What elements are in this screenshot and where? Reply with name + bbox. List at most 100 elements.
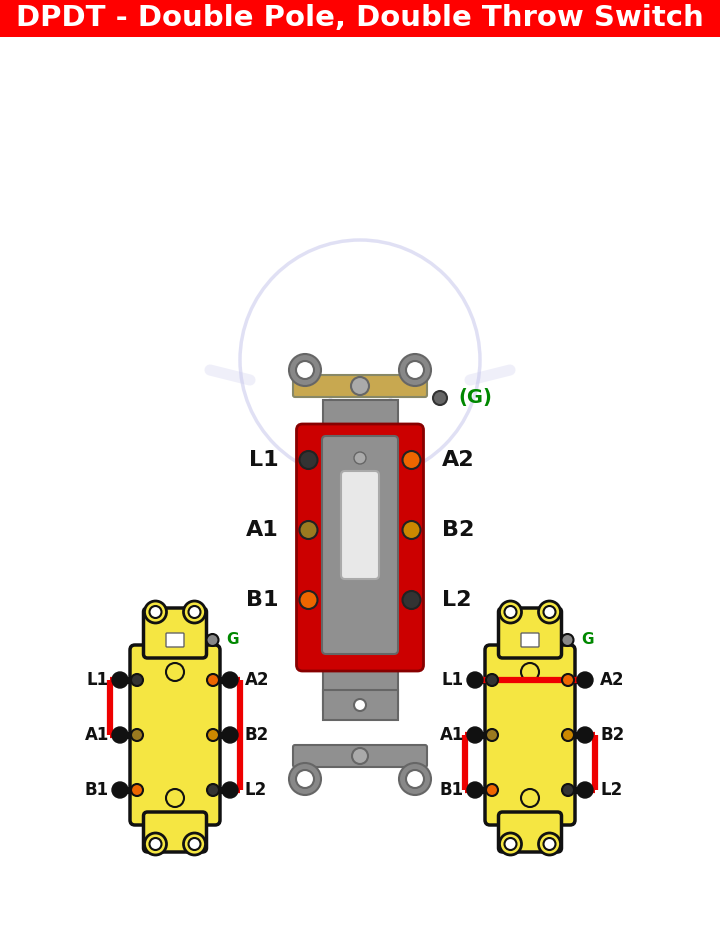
Circle shape	[131, 729, 143, 741]
Circle shape	[222, 672, 238, 688]
Text: A2: A2	[441, 450, 474, 470]
Circle shape	[562, 634, 574, 646]
Circle shape	[521, 663, 539, 681]
FancyBboxPatch shape	[485, 645, 575, 825]
FancyBboxPatch shape	[143, 608, 207, 658]
Circle shape	[150, 838, 161, 850]
FancyBboxPatch shape	[323, 400, 397, 710]
FancyBboxPatch shape	[498, 608, 562, 658]
Text: B1: B1	[85, 781, 109, 799]
Text: B2: B2	[600, 726, 624, 744]
Circle shape	[289, 763, 321, 795]
Circle shape	[486, 674, 498, 686]
Circle shape	[184, 833, 205, 855]
FancyBboxPatch shape	[166, 633, 184, 647]
Circle shape	[467, 782, 483, 798]
Circle shape	[544, 838, 556, 850]
Text: A1: A1	[85, 726, 109, 744]
Circle shape	[399, 354, 431, 386]
Text: DPDT - Double Pole, Double Throw Switch: DPDT - Double Pole, Double Throw Switch	[16, 5, 704, 33]
Circle shape	[402, 591, 420, 609]
Text: L2: L2	[600, 781, 622, 799]
Circle shape	[539, 833, 560, 855]
Text: (G): (G)	[458, 389, 492, 407]
Circle shape	[577, 672, 593, 688]
Text: L2: L2	[245, 781, 267, 799]
Text: A1: A1	[246, 520, 279, 540]
Circle shape	[222, 727, 238, 743]
Text: A1: A1	[440, 726, 464, 744]
Circle shape	[189, 606, 200, 618]
Text: G: G	[227, 632, 239, 647]
Circle shape	[539, 601, 560, 623]
Circle shape	[406, 361, 424, 379]
Circle shape	[354, 699, 366, 711]
Circle shape	[354, 452, 366, 464]
Circle shape	[296, 770, 314, 788]
Circle shape	[486, 729, 498, 741]
Circle shape	[150, 606, 161, 618]
Circle shape	[577, 727, 593, 743]
Circle shape	[505, 838, 516, 850]
Circle shape	[300, 591, 318, 609]
Text: A2: A2	[600, 671, 624, 689]
Circle shape	[145, 601, 166, 623]
Circle shape	[433, 391, 447, 405]
Circle shape	[166, 789, 184, 807]
Circle shape	[112, 782, 128, 798]
Circle shape	[207, 784, 219, 796]
FancyBboxPatch shape	[521, 633, 539, 647]
FancyBboxPatch shape	[498, 812, 562, 852]
Circle shape	[562, 729, 574, 741]
Circle shape	[562, 784, 574, 796]
Circle shape	[562, 674, 574, 686]
FancyBboxPatch shape	[293, 375, 427, 397]
FancyBboxPatch shape	[322, 436, 398, 654]
Circle shape	[505, 606, 516, 618]
Text: G: G	[582, 632, 594, 647]
FancyBboxPatch shape	[130, 645, 220, 825]
Text: L1: L1	[442, 671, 464, 689]
Text: B1: B1	[246, 590, 279, 610]
Circle shape	[467, 727, 483, 743]
Circle shape	[184, 601, 205, 623]
FancyBboxPatch shape	[323, 690, 397, 720]
FancyBboxPatch shape	[341, 471, 379, 579]
FancyBboxPatch shape	[143, 812, 207, 852]
FancyBboxPatch shape	[297, 424, 423, 671]
Circle shape	[207, 729, 219, 741]
Circle shape	[500, 601, 521, 623]
Circle shape	[300, 521, 318, 539]
Circle shape	[189, 838, 200, 850]
Text: B2: B2	[441, 520, 474, 540]
Circle shape	[577, 782, 593, 798]
Circle shape	[402, 451, 420, 469]
Circle shape	[521, 789, 539, 807]
Circle shape	[544, 606, 556, 618]
Circle shape	[145, 833, 166, 855]
Circle shape	[289, 354, 321, 386]
Circle shape	[486, 784, 498, 796]
Circle shape	[207, 634, 218, 646]
Text: A2: A2	[245, 671, 269, 689]
Circle shape	[352, 748, 368, 764]
Bar	[0, 0, 720, 37]
Text: L1: L1	[249, 450, 279, 470]
Circle shape	[300, 451, 318, 469]
Circle shape	[131, 674, 143, 686]
Circle shape	[112, 672, 128, 688]
Circle shape	[131, 784, 143, 796]
Circle shape	[399, 763, 431, 795]
Text: L2: L2	[441, 590, 471, 610]
Text: B1: B1	[440, 781, 464, 799]
Circle shape	[351, 377, 369, 395]
Circle shape	[166, 663, 184, 681]
Circle shape	[467, 672, 483, 688]
Circle shape	[112, 727, 128, 743]
Circle shape	[207, 674, 219, 686]
Circle shape	[406, 770, 424, 788]
FancyBboxPatch shape	[293, 745, 427, 767]
Circle shape	[500, 833, 521, 855]
Circle shape	[222, 782, 238, 798]
Circle shape	[402, 521, 420, 539]
